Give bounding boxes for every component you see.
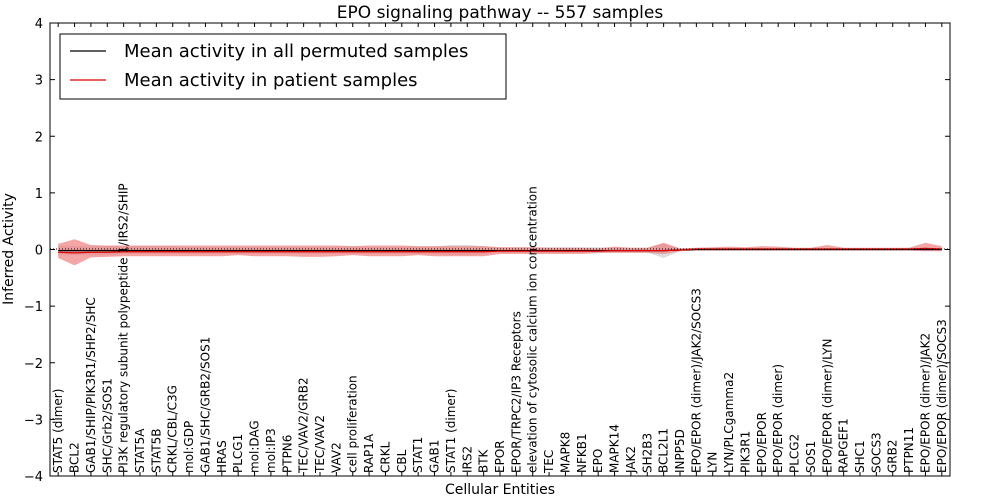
y-tick-label: 4 [35, 17, 43, 32]
category-label: cell proliferation [346, 375, 360, 473]
category-labels: STAT5 (dimer) BCL2 GAB1/SHIP/PIK3R1/SHP2/S… [51, 183, 949, 474]
category-label: STAT5A [133, 428, 147, 473]
category-label: PLCG2 [788, 434, 802, 473]
legend-label-patient: Mean activity in patient samples [124, 70, 418, 91]
category-label: HRAS [215, 440, 229, 473]
category-label: MAPK8 [558, 432, 572, 473]
legend-label-permuted: Mean activity in all permuted samples [124, 41, 468, 62]
category-label: EPO/EPOR [755, 412, 769, 473]
category-label: elevation of cytosolic calcium ion conce… [526, 186, 540, 473]
category-label: mol:DAG [248, 420, 262, 473]
y-tick-label: −3 [24, 413, 43, 428]
y-tick-label: 1 [35, 187, 43, 202]
category-label: PLCG1 [231, 434, 245, 473]
band-patient [58, 239, 942, 266]
category-label: RAPGEF1 [837, 418, 851, 473]
legend-box [59, 33, 507, 100]
category-label: LYN/PLCgamma2 [722, 372, 736, 473]
category-label: EPO [591, 449, 605, 473]
category-label: IRS2 [460, 446, 474, 473]
category-label: MAPK14 [608, 424, 622, 473]
x-axis-ticks [57, 23, 943, 476]
y-axis-ticks: −4 −3 −2 −1 0 1 2 3 4 [24, 17, 950, 485]
category-label: JAK2 [624, 446, 638, 474]
y-tick-label: 2 [35, 130, 43, 145]
category-label: SOS1 [804, 441, 818, 473]
category-label: EPO/EPOR (dimer) [771, 364, 785, 473]
category-label: TEC [542, 450, 556, 474]
category-label: SHC1 [853, 440, 867, 473]
category-label: CRKL [378, 441, 392, 473]
category-label: STAT5 (dimer) [51, 389, 65, 473]
category-label: LYN [706, 452, 720, 473]
legend: Mean activity in all permuted samples Me… [59, 33, 507, 100]
category-label: SHC/Grb2/SOS1 [100, 378, 114, 473]
category-label: EPO/EPOR (dimer)/SOCS3 [935, 319, 949, 473]
y-tick-label: 0 [35, 244, 43, 259]
category-label: BCL2 [68, 442, 82, 473]
category-label: STAT1 (dimer) [444, 389, 458, 473]
category-label: GAB1/SHIP/PIK3R1/SHP2/SHC [84, 297, 98, 473]
category-label: CRKL/CBL/C3G [166, 385, 180, 473]
category-label: EPOR [493, 440, 507, 473]
y-tick-label: 3 [35, 74, 43, 89]
x-axis-title: Cellular Entities [445, 482, 555, 498]
category-label: PTPN11 [902, 427, 916, 473]
category-label: INPP5D [673, 429, 687, 473]
category-label: GRB2 [886, 439, 900, 473]
category-label: EPO/EPOR (dimer)/JAK2/SOCS3 [689, 288, 703, 473]
y-axis-title: Inferred Activity [1, 193, 17, 305]
category-label: SOCS3 [869, 432, 883, 473]
y-tick-label: −4 [24, 470, 43, 485]
category-label: EPO/EPOR (dimer)/LYN [820, 339, 834, 473]
category-label: EPOR/TRPC2/IP3 Receptors [509, 311, 523, 473]
category-label: GAB1 [428, 440, 442, 473]
chart-title: EPO signaling pathway -- 557 samples [337, 3, 664, 23]
category-label: TEC/VAV2/GRB2 [297, 377, 311, 474]
y-tick-label: −1 [24, 300, 43, 315]
y-tick-label: −2 [24, 357, 43, 372]
category-label: GAB1/SHC/GRB2/SOS1 [198, 337, 212, 473]
category-label: PI3K regulatory subunit polypeptide 1/IR… [117, 183, 131, 473]
category-label: BTK [477, 448, 491, 473]
category-label: CBL [395, 449, 409, 473]
category-label: VAV2 [329, 442, 343, 473]
category-label: RAP1A [362, 433, 376, 473]
category-label: TEC/VAV2 [313, 415, 327, 474]
category-label: STAT1 [411, 437, 425, 473]
category-label: NFKB1 [575, 433, 589, 473]
category-label: PTPN6 [280, 435, 294, 473]
category-label: mol:IP3 [264, 428, 278, 473]
category-label: BCL2L1 [657, 428, 671, 473]
category-label: SH2B3 [640, 433, 654, 473]
category-label: EPO/EPOR (dimer)/JAK2 [918, 333, 932, 473]
category-label: PIK3R1 [738, 431, 752, 473]
category-label: mol:GDP [182, 421, 196, 473]
category-label: STAT5B [149, 429, 163, 474]
